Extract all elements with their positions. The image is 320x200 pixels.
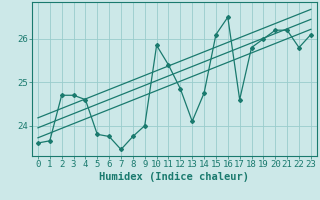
X-axis label: Humidex (Indice chaleur): Humidex (Indice chaleur) <box>100 172 249 182</box>
